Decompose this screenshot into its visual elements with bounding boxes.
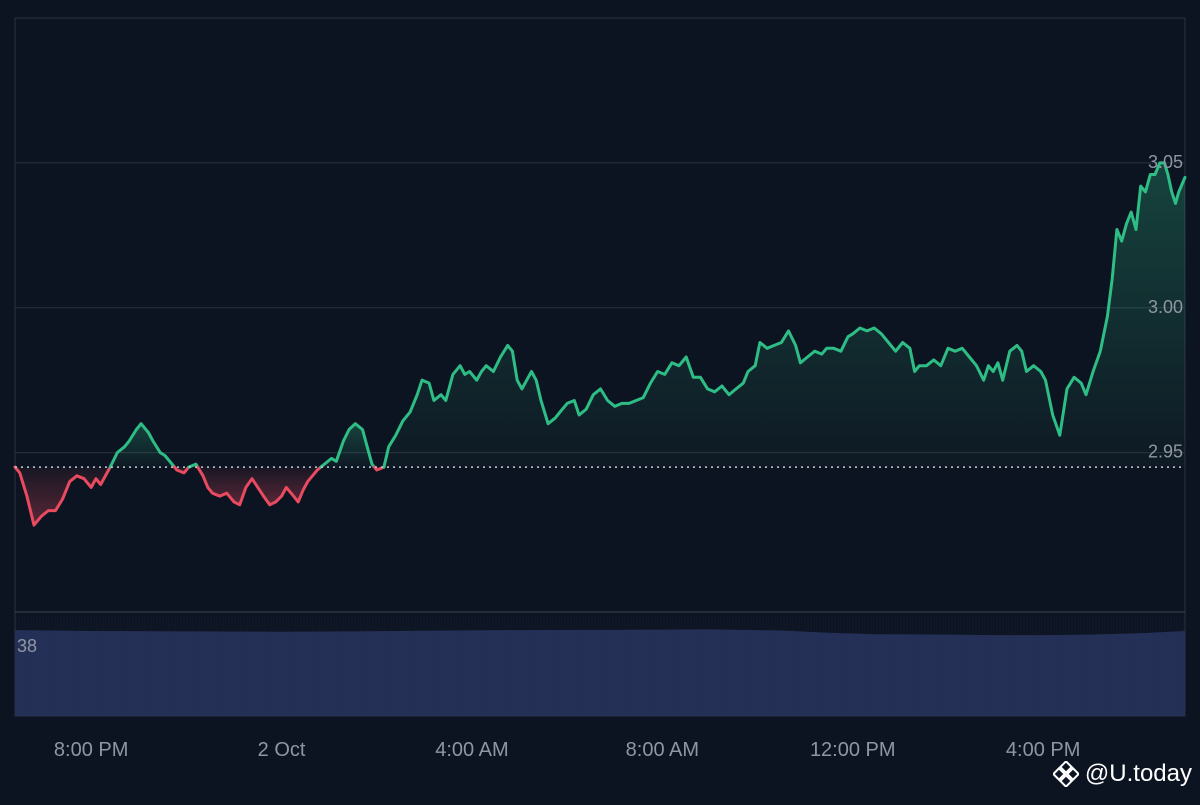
price-line-up — [319, 422, 376, 469]
x-tick-label: 8:00 PM — [54, 739, 128, 761]
volume-pane: 38 — [15, 616, 1185, 716]
price-line-down — [196, 465, 323, 507]
x-tick-label: 4:00 PM — [1006, 739, 1080, 761]
area-above-baseline — [383, 162, 1185, 468]
price-line-up — [382, 161, 1187, 469]
y-tick-label: 3.00 — [1148, 297, 1183, 317]
binance-logo-icon — [1052, 761, 1079, 787]
volume-area — [15, 629, 1185, 716]
volume-label: 38 — [17, 636, 37, 656]
y-axis-labels: 3.05 3.00 2.95 — [1148, 152, 1183, 462]
y-tick-label: 3.05 — [1148, 152, 1183, 172]
price-line-up — [108, 422, 176, 469]
watermark: @U.today — [1052, 760, 1192, 788]
x-tick-label: 12:00 PM — [810, 739, 896, 761]
x-tick-label: 2 Oct — [258, 739, 306, 761]
price-line-down — [372, 465, 386, 472]
x-tick-label: 8:00 AM — [626, 739, 699, 761]
area-above-baseline — [110, 423, 175, 468]
area-below-baseline — [197, 467, 321, 505]
x-axis-labels: 8:00 PM 2 Oct 4:00 AM 8:00 AM 12:00 PM 4:00 P… — [54, 739, 1080, 761]
y-tick-label: 2.95 — [1148, 442, 1183, 462]
price-line-down — [13, 465, 112, 527]
watermark-text: @U.today — [1084, 760, 1192, 787]
x-tick-label: 4:00 AM — [435, 739, 508, 761]
price-line-segments — [13, 161, 1187, 527]
price-line-down — [173, 465, 191, 475]
price-area-fills — [15, 162, 1185, 526]
area-above-baseline — [320, 423, 375, 468]
